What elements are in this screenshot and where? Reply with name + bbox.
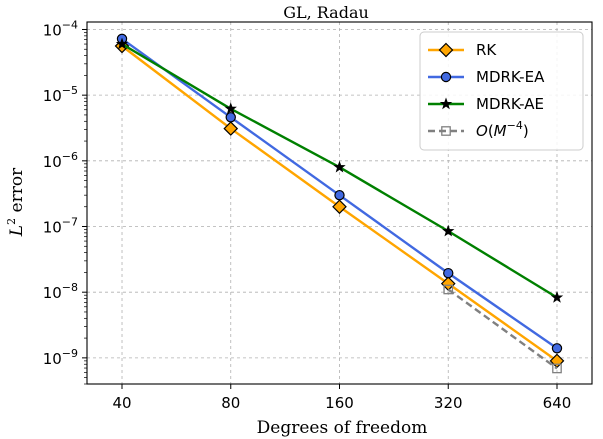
legend-entry: MDRK-AE bbox=[428, 95, 544, 113]
legend: RK MDRK-EA MDRK-AE O(M−4) bbox=[419, 31, 584, 151]
y-tick-label: 10−7 bbox=[43, 216, 78, 237]
data-point bbox=[332, 199, 347, 215]
y-tick-label: 10−4 bbox=[43, 18, 78, 39]
data-point bbox=[223, 121, 239, 136]
data-point bbox=[552, 363, 562, 374]
data-point bbox=[333, 160, 346, 173]
data-point bbox=[550, 291, 564, 303]
legend-entry: O(M−4) bbox=[428, 119, 529, 140]
y-tick-labels: 10−4 10−5 10−6 10−7 10−8 10−9 bbox=[43, 18, 78, 367]
axis-ticks bbox=[82, 28, 558, 389]
x-tick-label: 80 bbox=[221, 394, 240, 412]
y-axis-label: L2 error bbox=[5, 167, 27, 237]
data-point bbox=[443, 284, 454, 295]
data-point bbox=[225, 112, 236, 123]
series-2 bbox=[115, 37, 564, 303]
series-line bbox=[447, 288, 558, 370]
legend-label: RK bbox=[476, 41, 497, 59]
chart-title: GL, Radau bbox=[283, 3, 369, 22]
legend-entry: RK bbox=[428, 41, 497, 59]
x-axis-label: Degrees of freedom bbox=[257, 418, 428, 438]
x-tick-label: 320 bbox=[434, 394, 463, 412]
x-tick-label: 640 bbox=[543, 394, 572, 412]
legend-marker bbox=[438, 42, 454, 58]
data-point bbox=[442, 224, 455, 237]
y-tick-label: 10−6 bbox=[43, 150, 78, 171]
legend-marker bbox=[440, 71, 452, 83]
data-point bbox=[443, 267, 454, 279]
y-tick-label: 10−5 bbox=[43, 84, 78, 105]
legend-marker bbox=[441, 126, 451, 136]
series-3 bbox=[443, 284, 562, 374]
y-tick-label: 10−8 bbox=[43, 281, 78, 302]
grid-lines bbox=[87, 22, 592, 384]
series-layer bbox=[114, 33, 565, 374]
legend-box bbox=[419, 31, 584, 151]
series-1 bbox=[116, 33, 563, 354]
legend-label: MDRK-EA bbox=[476, 68, 545, 86]
data-point bbox=[551, 343, 563, 354]
x-tick-labels: 40 80 160 320 640 bbox=[112, 394, 571, 412]
data-point bbox=[224, 102, 237, 115]
legend-marker bbox=[439, 97, 453, 110]
data-point bbox=[115, 37, 129, 50]
legend-label: MDRK-AE bbox=[476, 95, 544, 113]
legend-label: O(M−4) bbox=[476, 119, 529, 140]
x-tick-label: 40 bbox=[112, 394, 131, 412]
legend-entry: MDRK-EA bbox=[428, 68, 545, 86]
y-tick-label: 10−9 bbox=[43, 347, 78, 368]
data-point bbox=[334, 189, 345, 201]
x-tick-label: 160 bbox=[325, 394, 354, 412]
